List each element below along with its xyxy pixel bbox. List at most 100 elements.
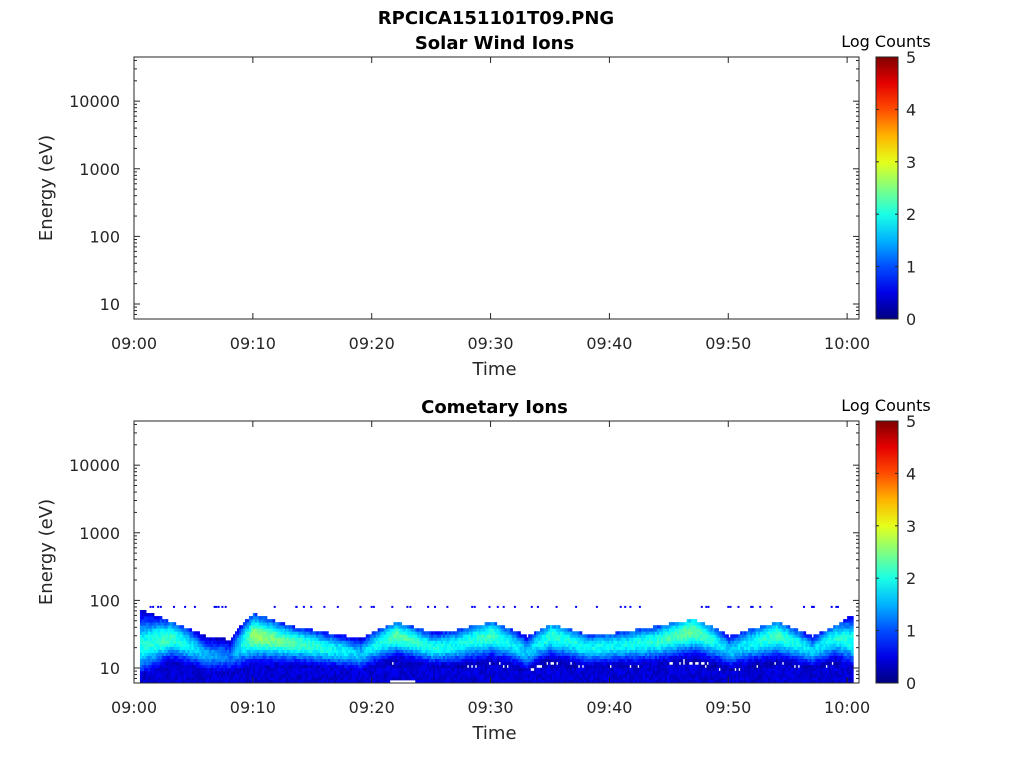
heatmap-cell [318,664,321,669]
heatmap-cell [522,652,525,657]
heatmap-cell [242,676,246,681]
heatmap-cell [324,658,327,663]
heatmap-cell [443,667,446,672]
heatmap-cell [187,649,191,653]
heatmap-cell [613,664,616,669]
heatmap-cell [439,655,442,660]
heatmap-cell [468,655,472,660]
heatmap-cell [379,652,383,657]
heatmap-cell [185,655,189,660]
heatmap-cell [254,667,258,672]
heatmap-cell [195,640,198,644]
heatmap-cell [496,667,500,672]
heatmap-cell [250,643,254,647]
heatmap-cell [145,637,149,641]
heatmap-cell [155,664,159,669]
heatmap-cell [199,670,202,675]
heatmap-cell [193,637,197,641]
heatmap-cell [672,637,676,641]
heatmap-cell [292,655,296,660]
heatmap-cell [494,661,498,666]
heatmap-cell [654,634,658,638]
heatmap-cell [195,667,198,672]
heatmap-cell [276,631,280,635]
heatmap-cell [599,646,603,650]
heatmap-cell [504,631,507,635]
heatmap-cell [518,679,521,684]
heatmap-cell [385,637,389,641]
heatmap-cell [328,658,331,663]
heatmap-cell [302,628,305,632]
heatmap-cell [149,637,153,641]
heatmap-cell [494,631,498,635]
heatmap-cell [209,646,212,650]
heatmap-cell [593,655,597,660]
heatmap-cell [383,628,387,632]
heatmap-cell [381,628,385,632]
heatmap-cell [549,628,553,632]
heatmap-cell [147,616,151,620]
heatmap-cell [575,637,579,641]
heatmap-cell [240,679,244,684]
heatmap-cell [149,661,153,666]
heatmap-cell [411,649,414,653]
heatmap-cell [478,655,482,660]
heatmap-cell [147,646,151,650]
heatmap-cell [674,622,678,626]
heatmap-cell [417,673,420,678]
heatmap-cell [155,640,159,644]
heatmap-cell [290,670,294,675]
heatmap-cell [540,643,543,647]
heatmap-cell [567,634,571,638]
heatmap-cell [623,679,626,684]
heatmap-cell [371,631,375,635]
heatmap-cell [427,649,430,653]
heatmap-cell [373,667,377,672]
heatmap-cell [407,667,410,672]
heatmap-cell [439,664,442,669]
heatmap-cell [197,679,200,684]
heatmap-cell [409,676,412,681]
heatmap-cell [369,649,373,653]
heatmap-cell [470,661,474,666]
heatmap-cell [660,673,664,678]
heatmap-cell [296,652,300,657]
heatmap-cell [407,658,410,663]
heatmap-cell [397,652,401,657]
heatmap-cell [387,649,391,653]
heatmap-cell [512,670,515,675]
heatmap-cell [391,634,395,638]
heatmap-cell [373,640,377,644]
heatmap-cell [276,658,280,663]
heatmap-cell [246,658,250,663]
heatmap-cell [559,652,563,657]
heatmap-cell [512,640,515,644]
heatmap-cell [264,631,268,635]
heatmap-cell [213,640,216,644]
heatmap-cell [260,649,264,653]
heatmap-cell [498,631,502,635]
heatmap-cell [395,673,399,678]
heatmap-cell [546,625,549,629]
heatmap-cell [256,652,260,657]
heatmap-cell [470,643,474,647]
heatmap-cell [242,673,246,678]
heatmap-cell [528,634,531,638]
heatmap-cell [437,676,440,681]
heatmap-cell [649,673,652,678]
heatmap-cell [215,664,218,669]
heatmap-cell [266,673,270,678]
heatmap-cell [563,634,567,638]
heatmap-cell [542,679,545,684]
heatmap-cell [288,646,292,650]
heatmap-cell [171,640,175,644]
heatmap-cell [468,640,472,644]
heatmap-cell [219,670,222,675]
heatmap-cell [411,661,414,666]
heatmap-cell [609,640,612,644]
heatmap-cell [494,670,498,675]
heatmap-cell [607,673,611,678]
heatmap-cell [484,646,488,650]
heatmap-cell [664,655,668,660]
heatmap-cell [520,679,523,684]
